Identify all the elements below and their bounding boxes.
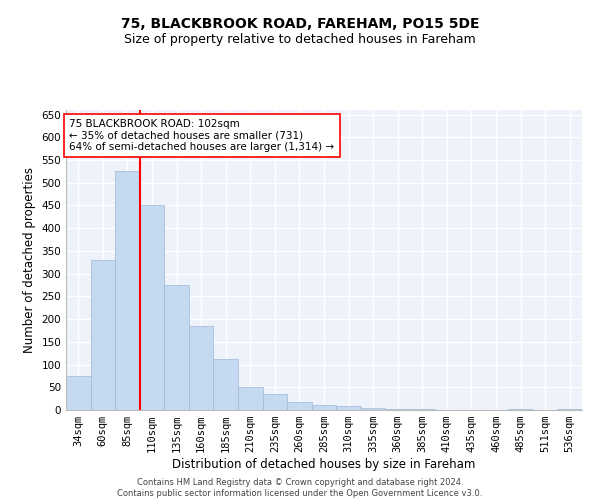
Bar [336, 406, 361, 410]
Bar [410, 409, 434, 410]
Bar [557, 409, 582, 410]
Bar [287, 402, 312, 410]
Bar [115, 172, 140, 410]
Text: Contains HM Land Registry data © Crown copyright and database right 2024.
Contai: Contains HM Land Registry data © Crown c… [118, 478, 482, 498]
Bar [140, 206, 164, 410]
Bar [164, 285, 189, 410]
Bar [189, 326, 214, 410]
Bar [361, 408, 385, 410]
Y-axis label: Number of detached properties: Number of detached properties [23, 167, 36, 353]
Bar [385, 408, 410, 410]
Bar [66, 376, 91, 410]
X-axis label: Distribution of detached houses by size in Fareham: Distribution of detached houses by size … [172, 458, 476, 471]
Bar [263, 394, 287, 410]
Text: 75, BLACKBROOK ROAD, FAREHAM, PO15 5DE: 75, BLACKBROOK ROAD, FAREHAM, PO15 5DE [121, 18, 479, 32]
Bar [508, 409, 533, 410]
Bar [214, 358, 238, 410]
Bar [91, 260, 115, 410]
Bar [312, 404, 336, 410]
Bar [238, 388, 263, 410]
Text: Size of property relative to detached houses in Fareham: Size of property relative to detached ho… [124, 32, 476, 46]
Text: 75 BLACKBROOK ROAD: 102sqm
← 35% of detached houses are smaller (731)
64% of sem: 75 BLACKBROOK ROAD: 102sqm ← 35% of deta… [69, 119, 334, 152]
